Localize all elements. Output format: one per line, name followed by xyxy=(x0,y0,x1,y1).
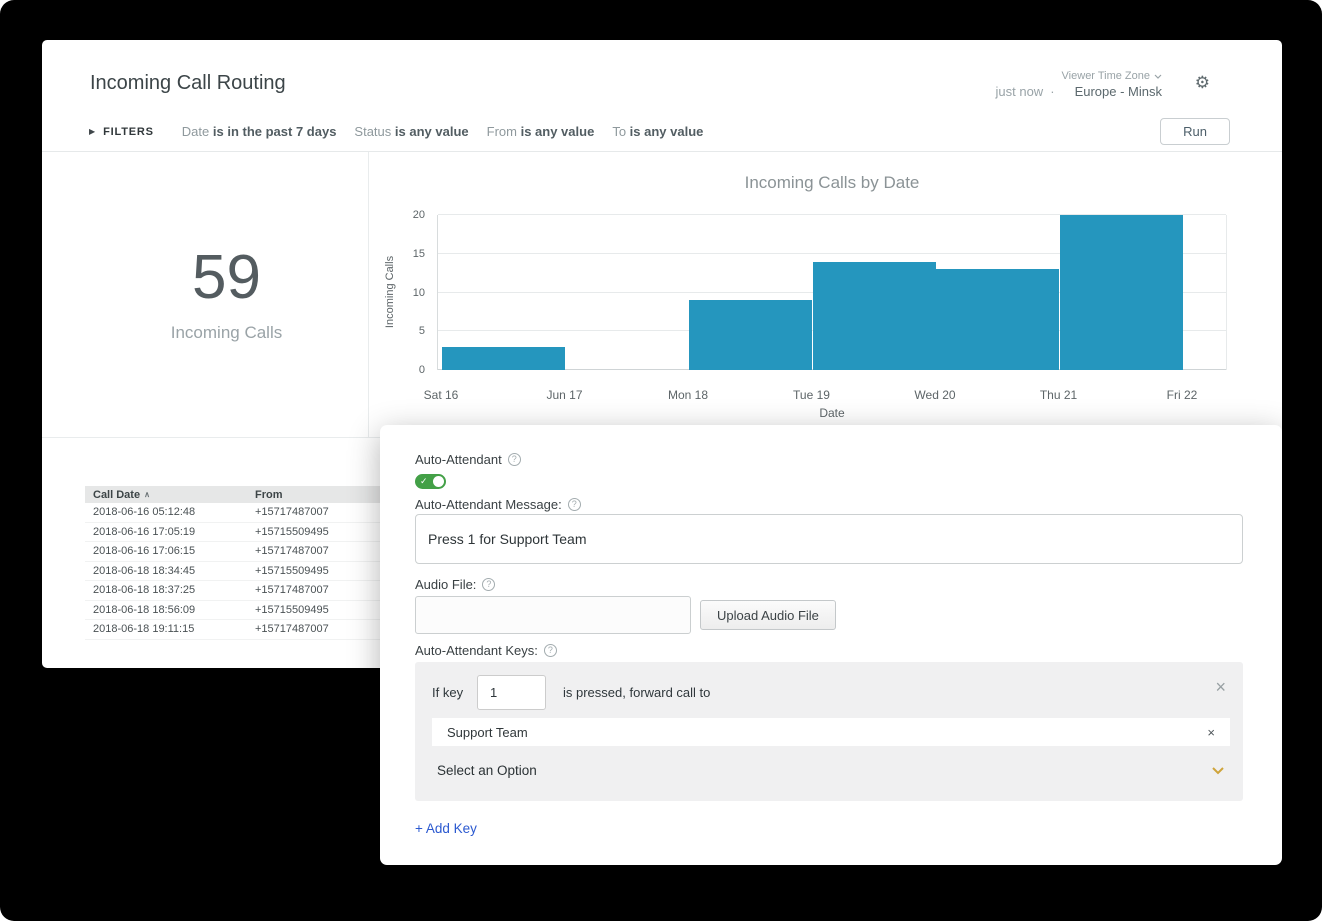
table-cell[interactable]: 2018-06-16 05:12:48 xyxy=(93,506,196,519)
kpi-label: Incoming Calls xyxy=(170,322,283,342)
key-number-input[interactable] xyxy=(477,675,546,710)
kpi-value: 59 xyxy=(192,242,261,312)
x-tick-label: Wed 20 xyxy=(914,388,956,402)
clear-selection-icon[interactable]: × xyxy=(1207,724,1215,740)
help-icon[interactable]: ? xyxy=(543,644,557,657)
chevron-down-icon xyxy=(1212,766,1224,775)
chevron-down-icon xyxy=(1154,74,1162,79)
bar[interactable] xyxy=(1059,215,1183,370)
gear-icon[interactable]: ⚙ xyxy=(1194,73,1210,92)
select-placeholder-text: Select an Option xyxy=(437,763,537,778)
bar[interactable] xyxy=(442,346,566,370)
kpi-tile: 59 Incoming Calls xyxy=(85,152,368,437)
add-key-link[interactable]: + Add Key xyxy=(415,821,477,836)
bar[interactable] xyxy=(936,269,1060,370)
message-label: Auto-Attendant Message: ? xyxy=(415,497,581,512)
table-cell[interactable]: 2018-06-18 19:11:15 xyxy=(93,623,195,636)
table-cell[interactable]: +15715509495 xyxy=(255,564,329,577)
key-rule-panel: If key is pressed, forward call to × Sup… xyxy=(415,662,1243,801)
upload-audio-button[interactable]: Upload Audio File xyxy=(700,600,836,630)
auto-attendant-label: Auto-Attendant ? xyxy=(415,452,521,467)
y-tick-label: 0 xyxy=(418,364,425,376)
x-tick-label: Sat 16 xyxy=(423,388,459,402)
x-tick-label: Mon 18 xyxy=(667,388,709,402)
chart-plot xyxy=(437,214,1227,370)
meta-separator: · xyxy=(1050,84,1055,99)
filter-item[interactable]: From is any value xyxy=(486,124,595,139)
audio-file-label-text: Audio File: xyxy=(415,577,477,592)
bar[interactable] xyxy=(812,261,936,370)
page-title: Incoming Call Routing xyxy=(90,72,286,94)
auto-attendant-label-text: Auto-Attendant xyxy=(415,452,502,467)
gridline xyxy=(438,214,1226,215)
y-tick-label: 5 xyxy=(418,325,425,338)
key-rule-suffix: is pressed, forward call to xyxy=(563,685,711,700)
table-cell[interactable]: +15717487007 xyxy=(255,506,329,519)
table-cell[interactable]: 2018-06-16 17:06:15 xyxy=(93,545,196,558)
auto-attendant-toggle[interactable]: ✓ xyxy=(415,474,446,489)
auto-attendant-message-input[interactable] xyxy=(415,514,1243,564)
table-cell[interactable]: 2018-06-18 18:37:25 xyxy=(93,584,196,597)
tile-divider-vertical xyxy=(368,152,369,437)
last-updated: just now xyxy=(995,84,1044,99)
keys-label-text: Auto-Attendant Keys: xyxy=(415,643,538,658)
chart-x-axis-label: Date xyxy=(819,406,845,420)
forward-target-select[interactable]: Support Team × xyxy=(432,718,1230,746)
keys-label: Auto-Attendant Keys: ? xyxy=(415,643,557,658)
filters-label: FILTERS xyxy=(103,125,154,138)
filters-arrow-icon: ▶ xyxy=(89,127,96,136)
help-icon[interactable]: ? xyxy=(482,578,496,591)
filters-bar: ▶ FILTERS Date is in the past 7 days Stat… xyxy=(42,112,1282,152)
timezone-value: Europe - Minsk xyxy=(1074,84,1162,99)
x-tick-label: Tue 19 xyxy=(793,388,830,402)
sort-asc-icon: ∧ xyxy=(144,490,150,499)
remove-key-icon[interactable]: × xyxy=(1215,677,1226,697)
audio-file-input[interactable] xyxy=(415,596,691,634)
run-button[interactable]: Run xyxy=(1160,118,1230,145)
filters-expander[interactable]: ▶ FILTERS xyxy=(89,126,154,138)
table-cell[interactable]: +15717487007 xyxy=(255,545,329,558)
help-icon[interactable]: ? xyxy=(507,453,521,466)
audio-file-label: Audio File: ? xyxy=(415,577,496,592)
table-cell[interactable]: +15715509495 xyxy=(255,525,329,538)
table-cell[interactable]: +15717487007 xyxy=(255,623,329,636)
timezone-label: Viewer Time Zone xyxy=(1061,70,1150,82)
dashboard-meta: just now · Viewer Time Zone Europe - Min… xyxy=(996,70,1163,99)
message-label-text: Auto-Attendant Message: xyxy=(415,497,562,512)
chart-title: Incoming Calls by Date xyxy=(744,173,920,192)
gridline xyxy=(438,252,1226,254)
table-cell[interactable]: 2018-06-16 17:05:19 xyxy=(93,525,196,538)
y-tick-label: 15 xyxy=(412,247,425,260)
toggle-knob xyxy=(433,476,444,487)
auto-attendant-panel: Auto-Attendant ? ✓ Auto-Attendant Messag… xyxy=(380,425,1282,865)
table-cell[interactable]: 2018-06-18 18:56:09 xyxy=(93,603,196,616)
y-axis-ticks: 0 5 10 15 20 xyxy=(389,209,425,376)
filter-list: Date is in the past 7 days Status is any … xyxy=(182,124,704,139)
y-tick-label: 10 xyxy=(412,286,425,299)
column-header-from[interactable]: From xyxy=(255,488,283,501)
table-cell[interactable]: 2018-06-18 18:34:45 xyxy=(93,564,196,577)
table-cell[interactable]: +15715509495 xyxy=(255,603,329,616)
bar[interactable] xyxy=(689,300,813,370)
key-rule-prefix: If key xyxy=(432,685,464,700)
filter-item[interactable]: Status is any value xyxy=(354,124,469,139)
filter-item[interactable]: To is any value xyxy=(612,124,704,139)
select-option-dropdown[interactable]: Select an Option xyxy=(437,763,1227,778)
timezone-selector[interactable]: Viewer Time Zone Europe - Minsk xyxy=(1062,70,1162,99)
x-tick-label: Jun 17 xyxy=(546,388,583,402)
selected-option: Support Team xyxy=(447,724,528,740)
y-tick-label: 20 xyxy=(412,209,425,221)
column-header-label: Call Date xyxy=(93,488,141,501)
column-header-call-date[interactable]: Call Date ∧ xyxy=(85,489,255,501)
x-tick-label: Fri 22 xyxy=(1166,388,1198,402)
filter-item[interactable]: Date is in the past 7 days xyxy=(181,124,337,139)
table-cell[interactable]: +15717487007 xyxy=(255,584,329,597)
x-axis-labels: Sat 16 Jun 17 Mon 18 Tue 19 Wed 20 Thu 21 Fri … xyxy=(424,388,1227,402)
x-tick-label: Thu 21 xyxy=(1039,388,1078,402)
help-icon[interactable]: ? xyxy=(567,498,581,511)
check-icon: ✓ xyxy=(420,476,428,486)
